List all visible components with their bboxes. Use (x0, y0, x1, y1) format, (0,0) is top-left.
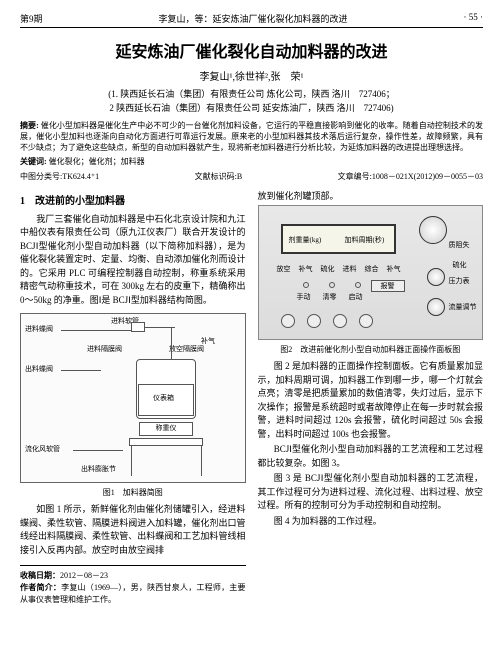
panel-knob-main (419, 216, 447, 244)
right-para-1: 图 2 是加料器的正面操作控制面板。它有质量累加显示，加料周期可调，加料器工作到… (258, 360, 484, 441)
author-bio-label: 作者简介： (20, 583, 61, 592)
section-1-title: 1 改进前的小型加料器 (20, 194, 246, 209)
fig1-label-diaphragm-in: 进料隔膜阀 (87, 344, 122, 355)
panel-lcd-left: 剂重量(kg) (289, 235, 322, 246)
affiliation-2: 2 陕西延长石油（集团）有限责任公司 延安炼油厂，陕西 洛川 727406) (20, 101, 483, 114)
panel-side-label-3: 压力表 (449, 276, 470, 287)
panel-btn-sulf: 硫化 (321, 264, 335, 275)
authors: 李复山¹,徐世祥²,张 荣¹ (20, 68, 483, 83)
article-number: 文章编号:1008－021X(2012)09－0055－03 (338, 171, 483, 182)
keywords-text: 催化裂化；催化剂；加料器 (49, 157, 145, 166)
panel-light-start: 启动 (349, 292, 363, 303)
left-para-2: 如图 1 所示，新鲜催化剂由催化剂储罐引入，经进料蝶阀、柔性软管、隔膜进料阀进入… (20, 503, 246, 557)
affiliation-1: (1. 陕西延长石油（集团）有限责任公司 炼化公司，陕西 洛川 727406； (20, 87, 483, 100)
panel-gauge-icon (427, 268, 445, 286)
page-number: · 55 · (464, 12, 484, 25)
panel-alarm: 报警 (371, 280, 405, 292)
panel-flow-knob (427, 298, 445, 316)
running-head: 李复山，等：延安炼油厂催化裂化加料器的改进 (159, 12, 348, 25)
panel-side-label-4: 流量调节 (449, 302, 477, 313)
panel-btn-air2: 补气 (387, 264, 401, 275)
received-date: 2012－08－23 (60, 571, 108, 580)
left-para-1: 我厂三套催化自动加料器是中石化北京设计院和九江中船仪表有限责任公司（原九江仪表厂… (20, 213, 246, 308)
right-para-3: 图 3 是 BCJⅠ型催化剂小型自动加料器的工艺流程，其工作过程可分为进料过程、… (258, 472, 484, 513)
right-column: 放到催化剂罐顶部。 剂重量(kg) 加料周期(秒) 放空 补气 硫化 进料 综合… (258, 190, 484, 607)
right-carryover: 放到催化剂罐顶部。 (258, 190, 484, 204)
left-column: 1 改进前的小型加料器 我厂三套催化自动加料器是中石化北京设计院和九江中船仪表有… (20, 190, 246, 607)
fig1-label-weigher: 称重仪 (156, 424, 177, 432)
panel-btn-air: 补气 (299, 264, 313, 275)
panel-btn-comb: 综合 (365, 264, 379, 275)
panel-lcd-right: 加料周期(秒) (345, 235, 385, 246)
right-para-2: BCJⅠ型催化剂小型自动加料器的工艺流程和工艺过程都比较复杂。如图 3。 (258, 443, 484, 470)
fig1-label-outlet-valve: 出料蝶阀 (25, 364, 53, 375)
issue-number: 第9期 (20, 12, 43, 25)
figure-1-schematic: 进料蝶阀 进料软管 进料隔膜阀 放空隔膜阀 出料蝶阀 补气 仪表箱 称重仪 (20, 313, 246, 483)
panel-rotary-2 (307, 314, 321, 328)
right-para-4: 图 4 为加料器的工作过程。 (258, 515, 484, 529)
article-title: 延安炼油厂催化裂化自动加料器的改进 (20, 38, 483, 62)
panel-rotary-1 (281, 314, 295, 328)
keywords-label: 关键词: (20, 157, 47, 166)
received-label: 收稿日期： (20, 571, 60, 580)
figure-2-panel: 剂重量(kg) 加料周期(秒) 放空 补气 硫化 进料 综合 补气 手动 清零 … (258, 205, 484, 340)
doc-code: 文献标识码:B (195, 171, 243, 182)
panel-light-zero: 清零 (323, 292, 337, 303)
panel-rotary-3 (333, 314, 347, 328)
panel-side-label-2: 硫化 (453, 260, 467, 271)
fig1-label-panel: 仪表箱 (153, 393, 174, 404)
fig1-label-fluid-hose: 流化风软管 (25, 444, 60, 455)
fig1-label-vent-valve: 放空隔膜阀 (169, 344, 204, 355)
panel-light-manual: 手动 (297, 292, 311, 303)
panel-rotary-4 (359, 314, 373, 328)
abstract-label: 摘要: (20, 121, 39, 130)
fig1-label-inlet-valve: 进料蝶阀 (25, 324, 53, 335)
panel-side-label-1: 质阻失 (449, 240, 470, 251)
fig1-label-expansion: 出料膨胀节 (81, 464, 116, 475)
abstract-text: 催化小型加料器是催化生产中必不可少的一台催化剂加料设备，它运行的平稳直接影响到催… (20, 121, 483, 152)
clc-number: 中图分类号:TK624.4⁺1 (20, 171, 99, 182)
figure-1-caption: 图1 加料器简图 (20, 487, 246, 499)
figure-2-caption: 图2 改进前催化剂小型自动加料器正面操作面板图 (258, 344, 484, 356)
panel-btn-feed: 进料 (343, 264, 357, 275)
panel-btn-vent: 放空 (277, 264, 291, 275)
fig1-label-makeup: 补气 (201, 336, 215, 347)
